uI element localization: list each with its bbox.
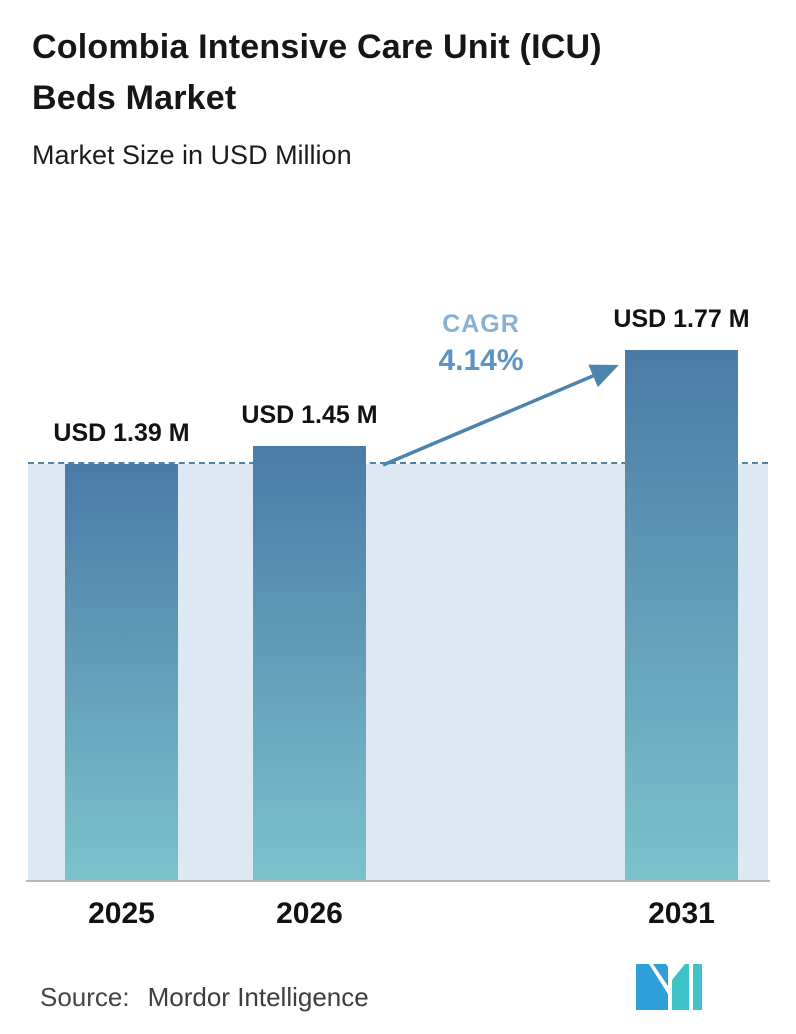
chart-title-line2: Beds Market bbox=[32, 79, 237, 117]
bar-value-label: USD 1.39 M bbox=[53, 419, 190, 447]
x-axis-label: 2026 bbox=[276, 897, 343, 930]
chart-title-line1: Colombia Intensive Care Unit (ICU) bbox=[32, 28, 602, 66]
bar-chart: USD 1.39 M 2025 USD 1.45 M 2026 USD 1.77 M 20… bbox=[26, 300, 770, 930]
cagr-annotation: CAGR 4.14% bbox=[406, 310, 556, 378]
bar-value-label: USD 1.45 M bbox=[241, 401, 378, 429]
bar bbox=[65, 464, 178, 881]
cagr-label: CAGR bbox=[442, 310, 520, 338]
mordor-intelligence-logo bbox=[636, 964, 702, 1010]
chart-subtitle: Market Size in USD Million bbox=[32, 140, 352, 170]
chart-title: Colombia Intensive Care Unit (ICU) Beds … bbox=[32, 22, 602, 124]
cagr-value: 4.14% bbox=[438, 344, 524, 377]
source-value: Mordor Intelligence bbox=[147, 982, 369, 1012]
source-label: Source: bbox=[40, 982, 130, 1012]
bar bbox=[253, 446, 366, 881]
bars-layer: USD 1.39 M 2025 USD 1.45 M 2026 USD 1.77 M 20… bbox=[28, 300, 768, 930]
cagr-arrow-icon bbox=[382, 364, 619, 467]
source-attribution: Source: Mordor Intelligence bbox=[40, 982, 369, 1013]
x-axis-label: 2025 bbox=[88, 897, 155, 930]
header: Colombia Intensive Care Unit (ICU) Beds … bbox=[32, 22, 602, 171]
bar bbox=[625, 350, 738, 881]
bar-value-label: USD 1.77 M bbox=[613, 305, 750, 333]
x-axis-label: 2031 bbox=[648, 897, 715, 930]
reference-dashed-line bbox=[28, 462, 768, 464]
x-axis-line bbox=[26, 879, 770, 882]
